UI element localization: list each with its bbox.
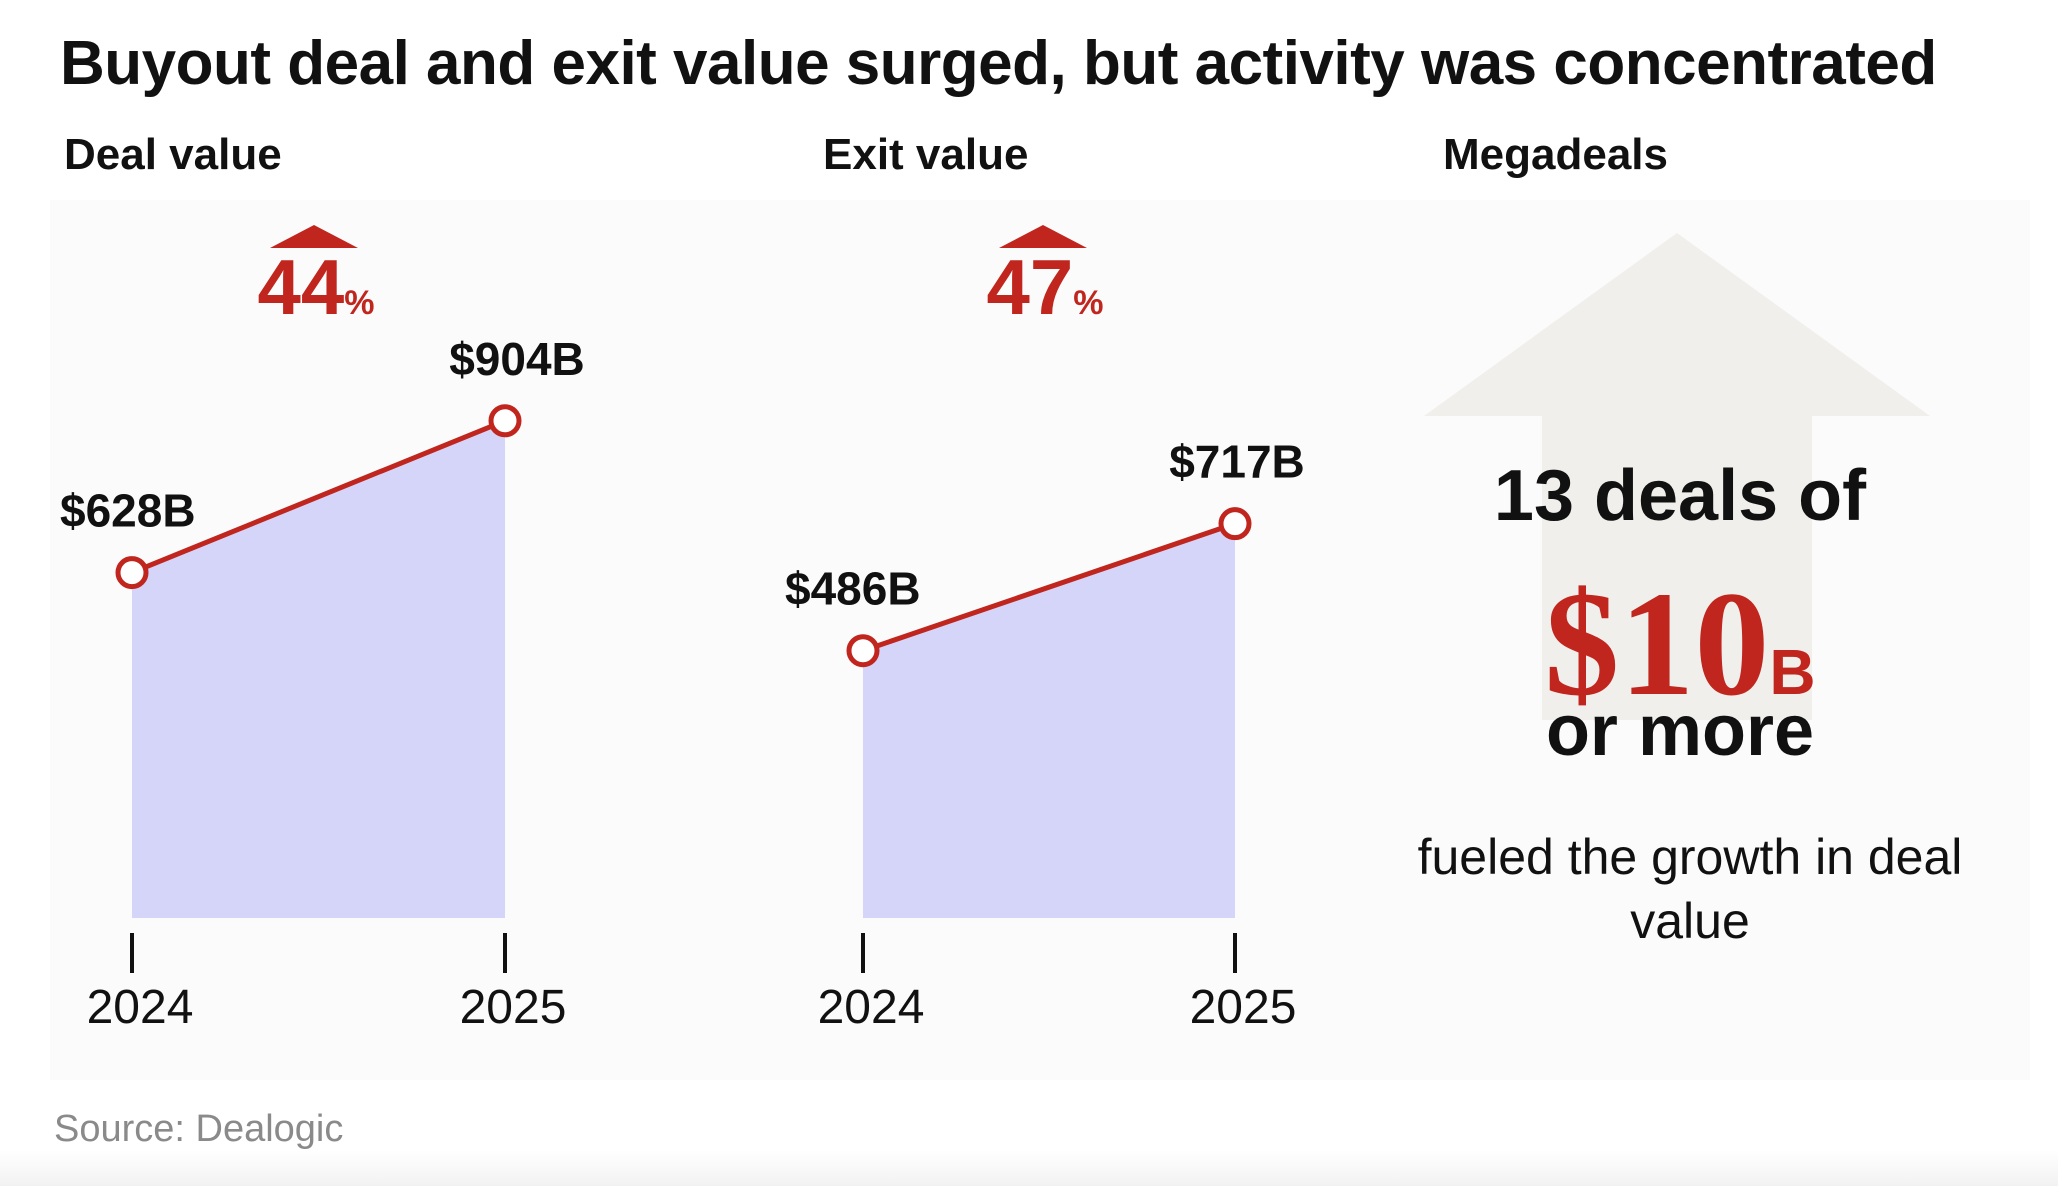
exit-value-panel-title: Exit value: [823, 130, 1029, 179]
megadeals-count-text: 13 deals of: [1493, 456, 1867, 536]
exit-line: [862, 521, 1236, 654]
exit-change-arrow-icon: [999, 225, 1087, 248]
deal-x-tick-label: 2025: [460, 981, 567, 1034]
deal-change-arrow-icon: [270, 225, 358, 248]
deal-change-label: 44%: [258, 243, 375, 331]
chart-title: Buyout deal and exit value surged, but a…: [60, 29, 1937, 98]
megadeals-threshold-text: or more: [1545, 691, 1815, 771]
megadeals-caption: fueled the growth in deal value: [1417, 829, 1963, 949]
exit-data-label: $717B: [1169, 436, 1305, 488]
deal-x-tick-label: 2024: [87, 981, 194, 1034]
exit-area: [863, 523, 1235, 918]
deal-point: [488, 404, 522, 438]
exit-change-label: 47%: [987, 243, 1104, 331]
source-note: Source: Dealogic: [54, 1108, 344, 1150]
exit-point: [1218, 507, 1252, 541]
deal-value-panel-title: Deal value: [64, 130, 282, 179]
exit-point: [846, 634, 880, 668]
exit-x-tick-label: 2024: [818, 981, 925, 1034]
charts-layer: 2024 2025 $628B $904B 2024 2025 $486B $717B: [60, 333, 1305, 1034]
megadeals-amount: $10B: [1390, 558, 1970, 730]
megadeals-panel-title: Megadeals: [1443, 130, 1668, 179]
deal-line: [131, 418, 506, 575]
deal-data-label: $904B: [449, 333, 585, 385]
exit-x-tick-label: 2025: [1190, 981, 1297, 1034]
megadeals-amount-number: $10: [1544, 561, 1770, 727]
deal-change-unit: %: [344, 284, 374, 322]
deal-point: [115, 556, 149, 590]
exit-data-label: $486B: [785, 563, 921, 615]
bottom-strip: [0, 1150, 2058, 1186]
deal-data-label: $628B: [60, 485, 196, 537]
megadeals-arrow-icon: [1424, 233, 1930, 720]
megadeals-amount-unit: B: [1769, 636, 1816, 708]
exit-change-unit: %: [1073, 284, 1103, 322]
exit-change-number: 47: [987, 243, 1074, 331]
deal-change-number: 44: [258, 243, 345, 331]
deal-area: [132, 420, 505, 918]
